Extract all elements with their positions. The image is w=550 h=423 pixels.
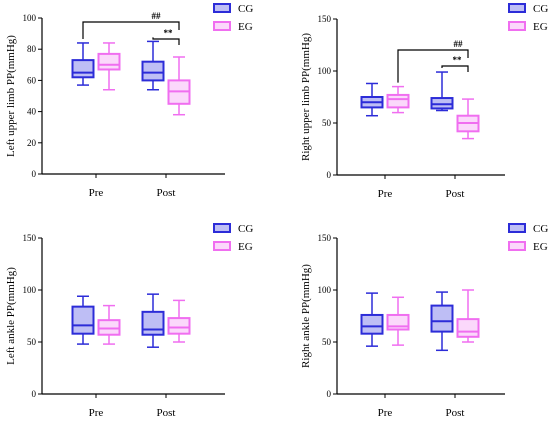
legend-label: CG: [533, 223, 548, 235]
legend-swatch: [508, 3, 526, 13]
y-tick-label: 150: [23, 233, 37, 243]
y-tick-label: 0: [327, 170, 332, 180]
box-cg-post: [141, 40, 165, 91]
box-body: [456, 318, 480, 338]
y-tick-label: 100: [318, 66, 332, 76]
significance-label: **: [453, 55, 463, 65]
y-tick-label: 100: [23, 13, 37, 23]
legend-item-eg: EG: [213, 241, 253, 253]
legend-label: CG: [238, 223, 253, 235]
legend-item-eg: EG: [508, 241, 548, 253]
y-tick-label: 100: [318, 285, 332, 295]
bracket-line: [152, 37, 180, 45]
chart-panel-1: 0 20 40 60 80 100 Left upper limb PP(mmHg) Pre P…: [5, 3, 253, 199]
box-eg-pre: [386, 85, 410, 114]
box-body: [97, 319, 121, 336]
y-axis-label: Right upper limb PP(mmHg): [300, 33, 312, 161]
y-axis-label: Left ankle PP(mmHg): [5, 267, 17, 365]
box-cg-pre: [360, 292, 384, 347]
box-body: [386, 93, 410, 109]
y-tick-label: 20: [27, 138, 37, 148]
y-tick-label: 50: [322, 337, 332, 347]
significance-label: ##: [152, 11, 162, 21]
legend-swatch: [213, 241, 231, 251]
box-body: [97, 52, 121, 71]
box-cg-post: [430, 71, 454, 112]
x-tick-label: Post: [446, 407, 465, 419]
significance-label: **: [164, 28, 174, 38]
legend-item-cg: CG: [213, 3, 253, 15]
bracket-line: [82, 21, 180, 39]
significance-bracket-between: ##: [397, 39, 469, 83]
chart-panel-4: 0 50 100 150 Right ankle PP(mmHg) Pre Post CG EG: [300, 223, 548, 419]
y-tick-label: 0: [32, 389, 37, 399]
legend-label: CG: [238, 3, 253, 15]
legend-label: EG: [238, 21, 253, 33]
box-body: [141, 60, 165, 82]
legend-swatch: [213, 3, 231, 13]
y-tick-label: 150: [318, 233, 332, 243]
legend-item-eg: EG: [508, 21, 548, 33]
box-body: [71, 305, 95, 335]
y-tick-label: 0: [327, 389, 332, 399]
legend-item-cg: CG: [213, 223, 253, 235]
legend-item-cg: CG: [508, 223, 548, 235]
y-tick-label: 100: [23, 285, 37, 295]
legend-swatch: [508, 241, 526, 251]
box-body: [430, 97, 454, 110]
x-tick-label: Post: [446, 188, 465, 200]
legend-label: EG: [533, 21, 548, 33]
box-body: [71, 59, 95, 79]
y-axis-label: Right ankle PP(mmHg): [300, 264, 312, 368]
box-eg-post: [456, 289, 480, 343]
box-eg-post: [456, 98, 480, 140]
y-tick-label: 80: [27, 44, 37, 54]
y-tick-label: 40: [27, 107, 37, 117]
bracket-line: [397, 49, 469, 83]
box-eg-post: [167, 56, 191, 116]
box-cg-pre: [360, 82, 384, 117]
legend-item-cg: CG: [508, 3, 548, 15]
legend-label: EG: [238, 241, 253, 253]
y-tick-label: 50: [27, 337, 37, 347]
box-body: [141, 310, 165, 336]
x-tick-label: Pre: [378, 407, 393, 419]
y-tick-label: 50: [322, 118, 332, 128]
box-cg-pre: [71, 42, 95, 86]
legend-label: CG: [533, 3, 548, 15]
legend-swatch: [213, 21, 231, 31]
box-cg-pre: [71, 295, 95, 345]
box-cg-post: [141, 293, 165, 348]
legend-item-eg: EG: [213, 21, 253, 33]
legend-label: EG: [533, 241, 548, 253]
bracket-line: [441, 65, 469, 72]
box-eg-pre: [97, 304, 121, 345]
chart-panel-3: 0 50 100 150 Left ankle PP(mmHg) Pre Post CG EG: [5, 223, 253, 419]
significance-bracket-within: **: [152, 28, 180, 45]
significance-bracket-within: **: [441, 55, 469, 72]
legend-swatch: [213, 223, 231, 233]
box-cg-post: [430, 291, 454, 352]
significance-bracket-between: ##: [82, 11, 180, 39]
y-axis-label: Left upper limb PP(mmHg): [5, 35, 17, 157]
legend-swatch: [508, 223, 526, 233]
significance-label: ##: [454, 39, 464, 49]
y-tick-label: 60: [27, 75, 37, 85]
box-body: [167, 317, 191, 335]
box-body: [360, 313, 384, 335]
x-tick-label: Pre: [89, 187, 104, 199]
x-tick-label: Pre: [378, 188, 393, 200]
x-tick-label: Post: [157, 187, 176, 199]
chart-panel-2: 0 50 100 150 Right upper limb PP(mmHg) Pre Pos…: [300, 3, 548, 200]
box-eg-post: [167, 299, 191, 343]
box-eg-pre: [97, 42, 121, 91]
box-eg-pre: [386, 296, 410, 346]
x-tick-label: Post: [157, 407, 176, 419]
x-tick-label: Pre: [89, 407, 104, 419]
y-tick-label: 0: [32, 169, 37, 179]
box-body: [430, 304, 454, 333]
y-tick-label: 150: [318, 14, 332, 24]
legend-swatch: [508, 21, 526, 31]
